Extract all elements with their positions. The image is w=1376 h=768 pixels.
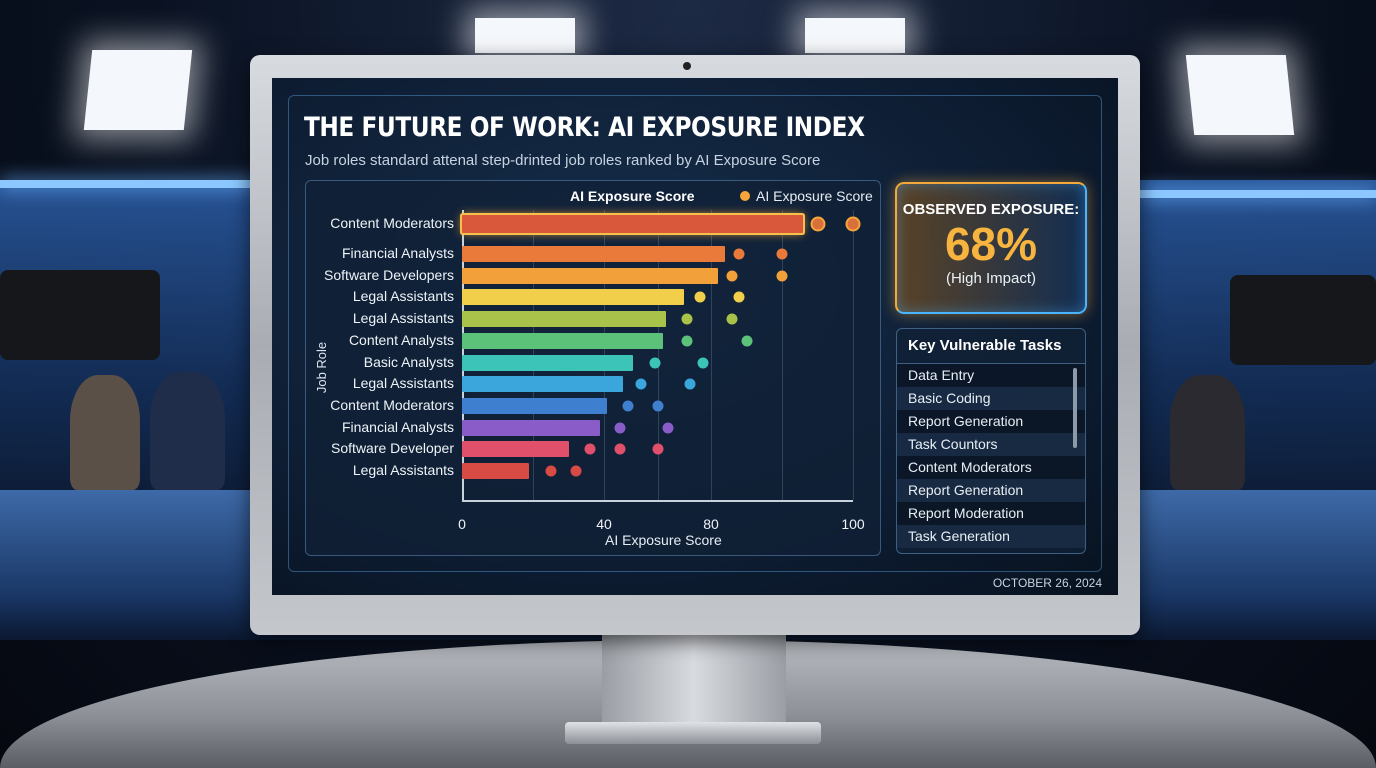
bar bbox=[462, 267, 719, 284]
page-subtitle: Job roles standard attenal step-drinted … bbox=[305, 152, 821, 169]
category-label: Content Analysts bbox=[348, 331, 454, 348]
studio-light bbox=[475, 18, 575, 53]
category-label: Legal Assistants bbox=[352, 375, 454, 392]
bar bbox=[462, 376, 623, 393]
data-point bbox=[584, 443, 596, 455]
observed-exposure-card: OBSERVED EXPOSURE: 68% (High Impact) bbox=[895, 182, 1087, 314]
category-label: Content Moderators bbox=[330, 396, 454, 413]
light-strip bbox=[1140, 190, 1376, 198]
data-point bbox=[649, 357, 661, 368]
monitor-base bbox=[565, 722, 821, 744]
bar bbox=[462, 354, 634, 371]
tasks-scrollbar[interactable] bbox=[1073, 368, 1077, 448]
gridline bbox=[853, 210, 854, 500]
screen-frame bbox=[288, 95, 1102, 572]
data-point bbox=[684, 378, 696, 390]
list-item[interactable]: Task Generation bbox=[897, 525, 1085, 548]
data-point bbox=[733, 248, 745, 260]
data-point bbox=[733, 291, 745, 303]
tv-camera-left bbox=[0, 270, 160, 360]
studio-light bbox=[1185, 55, 1295, 135]
x-tick-label: 0 bbox=[458, 516, 466, 532]
data-point bbox=[652, 400, 663, 412]
x-axis-label: AI Exposure Score bbox=[605, 532, 722, 548]
studio-light bbox=[805, 18, 905, 53]
data-point bbox=[570, 465, 582, 477]
data-point bbox=[726, 313, 738, 325]
news-anchor bbox=[1170, 375, 1245, 490]
news-anchor bbox=[150, 372, 225, 490]
x-tick-label: 40 bbox=[596, 516, 612, 532]
key-vulnerable-tasks-panel: Key Vulnerable Tasks Data Entry Basic Co… bbox=[896, 328, 1086, 554]
list-item[interactable]: Basic Coding bbox=[897, 387, 1085, 410]
data-point bbox=[622, 400, 634, 412]
bar bbox=[462, 397, 607, 414]
gridline bbox=[711, 210, 712, 500]
bar bbox=[462, 246, 726, 262]
data-point bbox=[662, 422, 674, 434]
monitor-stand bbox=[602, 635, 786, 730]
data-point bbox=[776, 270, 788, 282]
category-label: Basic Analysts bbox=[363, 353, 454, 370]
page-title: THE FUTURE OF WORK: AI EXPOSURE INDEX bbox=[304, 112, 865, 143]
news-anchor bbox=[70, 375, 140, 490]
studio-light bbox=[83, 50, 193, 130]
data-point bbox=[845, 216, 861, 232]
category-label: Financial Analysts bbox=[341, 418, 454, 435]
tasks-list: Data Entry Basic Coding Report Generatio… bbox=[897, 364, 1085, 548]
list-item[interactable]: Report Moderation bbox=[897, 502, 1085, 525]
legend-marker-icon bbox=[740, 191, 750, 201]
x-tick-label: 100 bbox=[841, 516, 865, 532]
list-item[interactable]: Task Countors bbox=[897, 433, 1085, 456]
chart-title: AI Exposure Score bbox=[570, 188, 695, 204]
bar bbox=[462, 215, 804, 233]
light-strip bbox=[0, 180, 260, 188]
chart-legend: AI Exposure Score bbox=[740, 188, 873, 204]
exposure-label: OBSERVED EXPOSURE: bbox=[902, 201, 1080, 218]
category-label: Software Developer bbox=[331, 440, 454, 457]
gridline bbox=[782, 210, 783, 500]
category-label: Legal Assistants bbox=[352, 462, 454, 478]
bar bbox=[462, 311, 666, 328]
bar bbox=[462, 441, 569, 458]
list-item[interactable]: Data Entry bbox=[897, 364, 1085, 387]
data-point bbox=[694, 291, 706, 303]
category-label: Content Moderators bbox=[330, 215, 454, 231]
exposure-value: 68% bbox=[944, 218, 1038, 270]
data-point bbox=[810, 216, 825, 232]
data-point bbox=[681, 335, 693, 347]
data-point bbox=[697, 357, 709, 368]
list-item[interactable]: Report Generation bbox=[897, 479, 1085, 502]
exposure-note: (High Impact) bbox=[945, 270, 1037, 287]
bar bbox=[462, 463, 530, 479]
legend-label: AI Exposure Score bbox=[756, 188, 873, 204]
category-label: Financial Analysts bbox=[341, 245, 454, 261]
data-point bbox=[614, 443, 626, 455]
tasks-panel-title: Key Vulnerable Tasks bbox=[897, 329, 1085, 364]
list-item[interactable]: Content Moderators bbox=[897, 456, 1085, 479]
bar bbox=[462, 289, 685, 306]
data-point bbox=[545, 465, 557, 477]
bar bbox=[462, 332, 663, 349]
category-label: Software Developers bbox=[324, 266, 454, 283]
x-axis-line bbox=[462, 500, 853, 502]
list-item[interactable]: Report Generation bbox=[897, 410, 1085, 433]
data-point bbox=[726, 270, 738, 282]
bar bbox=[462, 419, 601, 436]
data-point bbox=[614, 422, 626, 434]
x-tick-label: 80 bbox=[703, 516, 719, 532]
category-label: Legal Assistants bbox=[352, 288, 454, 305]
category-label: Legal Assistants bbox=[352, 310, 454, 327]
data-point bbox=[776, 248, 788, 260]
tv-camera-right bbox=[1230, 275, 1376, 365]
gridline bbox=[657, 210, 659, 500]
data-point bbox=[741, 335, 752, 347]
data-point bbox=[635, 378, 647, 390]
data-point bbox=[681, 313, 693, 325]
webcam-icon bbox=[683, 62, 691, 70]
data-point bbox=[652, 443, 663, 455]
date-stamp: OCTOBER 26, 2024 bbox=[992, 576, 1102, 590]
